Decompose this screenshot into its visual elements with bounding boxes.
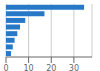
- svg-text:0: 0: [8, 64, 9, 71]
- svg-text:10: 10: [24, 64, 34, 71]
- svg-text:20: 20: [46, 64, 56, 71]
- svg-text:30: 30: [69, 64, 79, 71]
